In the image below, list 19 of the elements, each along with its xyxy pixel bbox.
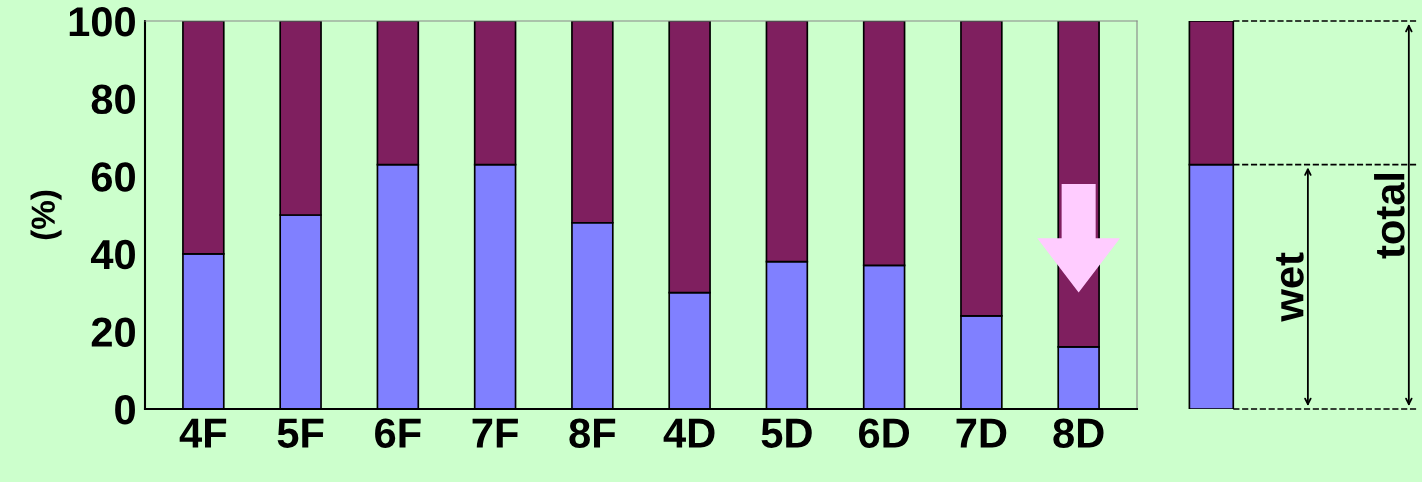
x-tick-label: 8F [569, 418, 616, 448]
x-tick-label: 8D [1053, 418, 1104, 448]
y-axis-title: (%) [30, 190, 62, 240]
x-tick-label: 4F [179, 418, 227, 448]
x-tick-label: 7D [956, 418, 1007, 448]
x-tick-label: 5D [761, 418, 812, 448]
text: wet [1276, 252, 1304, 322]
y-tick-label: 0 [115, 395, 135, 425]
y-tick-label: 80 [91, 84, 135, 115]
x-tick-label: 5F [277, 418, 324, 448]
x-tick-label: 7F [472, 418, 518, 448]
y-tick-label: 60 [91, 162, 135, 192]
x-tick-label: 6D [859, 418, 910, 448]
y-tick-label: 100 [69, 7, 135, 37]
text: total [1374, 173, 1405, 259]
y-tick-label: 20 [91, 317, 135, 347]
y-tick-label: 40 [90, 239, 135, 270]
x-tick-label: 6F [375, 418, 421, 448]
x-tick-label: 4D [663, 418, 715, 448]
